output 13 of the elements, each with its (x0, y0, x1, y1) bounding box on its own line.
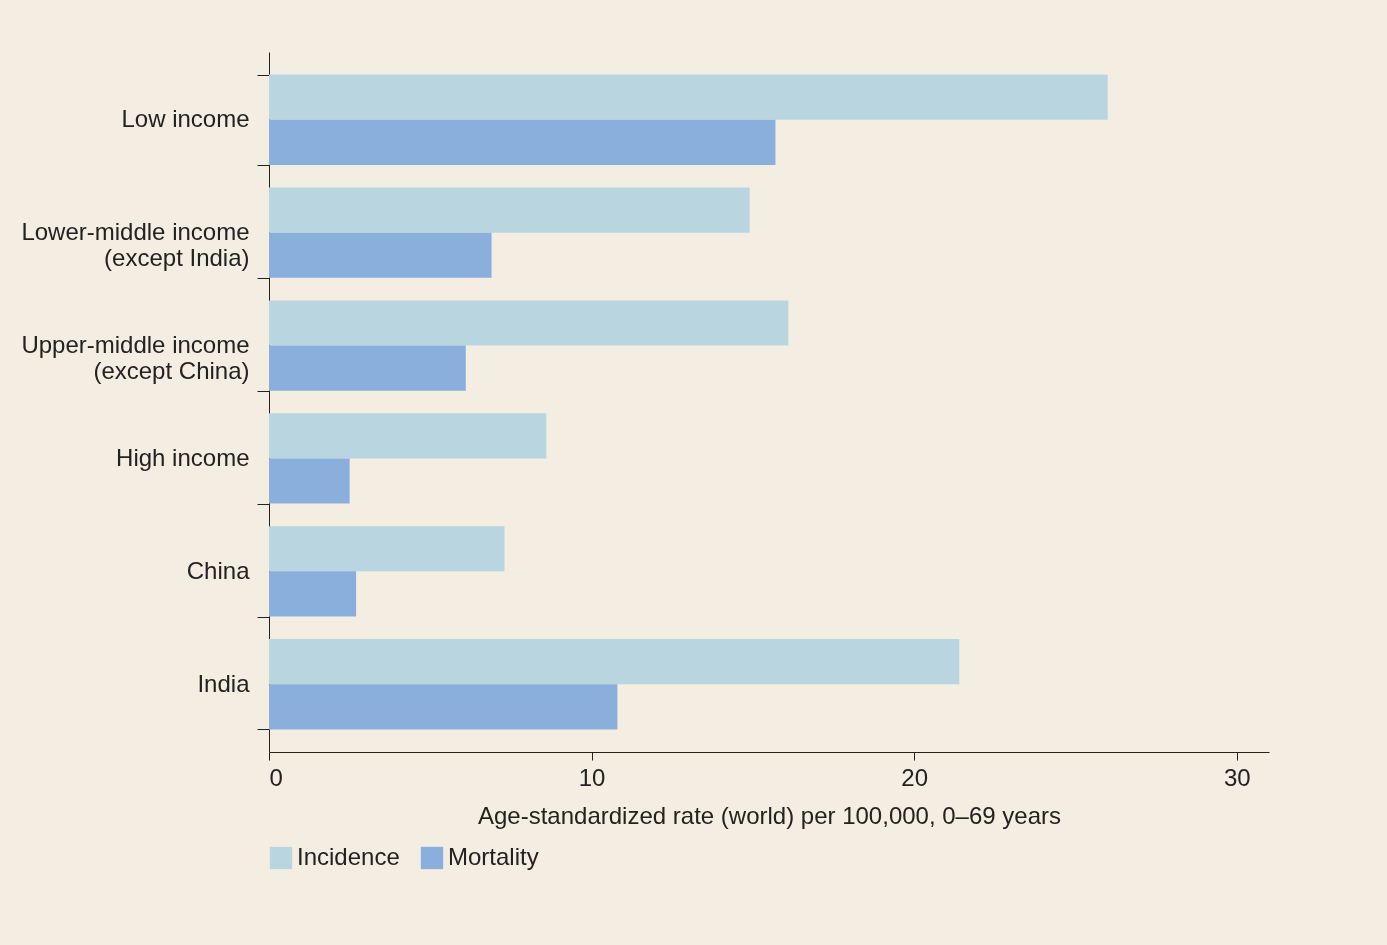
legend-label: Incidence (297, 843, 400, 870)
y-tick-label: India (197, 669, 251, 697)
y-tick-label: China (186, 556, 251, 584)
y-tick-label: Upper-middle income (except China) (21, 331, 250, 385)
y-tick-label: Lower-middle income (except India) (21, 218, 250, 272)
legend-label: Mortality (448, 843, 539, 870)
x-tick-label: 30 (1223, 763, 1251, 791)
x-tick-label: 10 (578, 763, 606, 791)
x-tick-label: 0 (269, 763, 283, 791)
x-tick-label: 20 (901, 763, 929, 791)
x-axis-title: Age-standardized rate (world) per 100,000, 0–69 years (477, 801, 1062, 829)
y-tick-label: High income (116, 443, 250, 471)
y-tick-label: Low income (121, 105, 250, 133)
